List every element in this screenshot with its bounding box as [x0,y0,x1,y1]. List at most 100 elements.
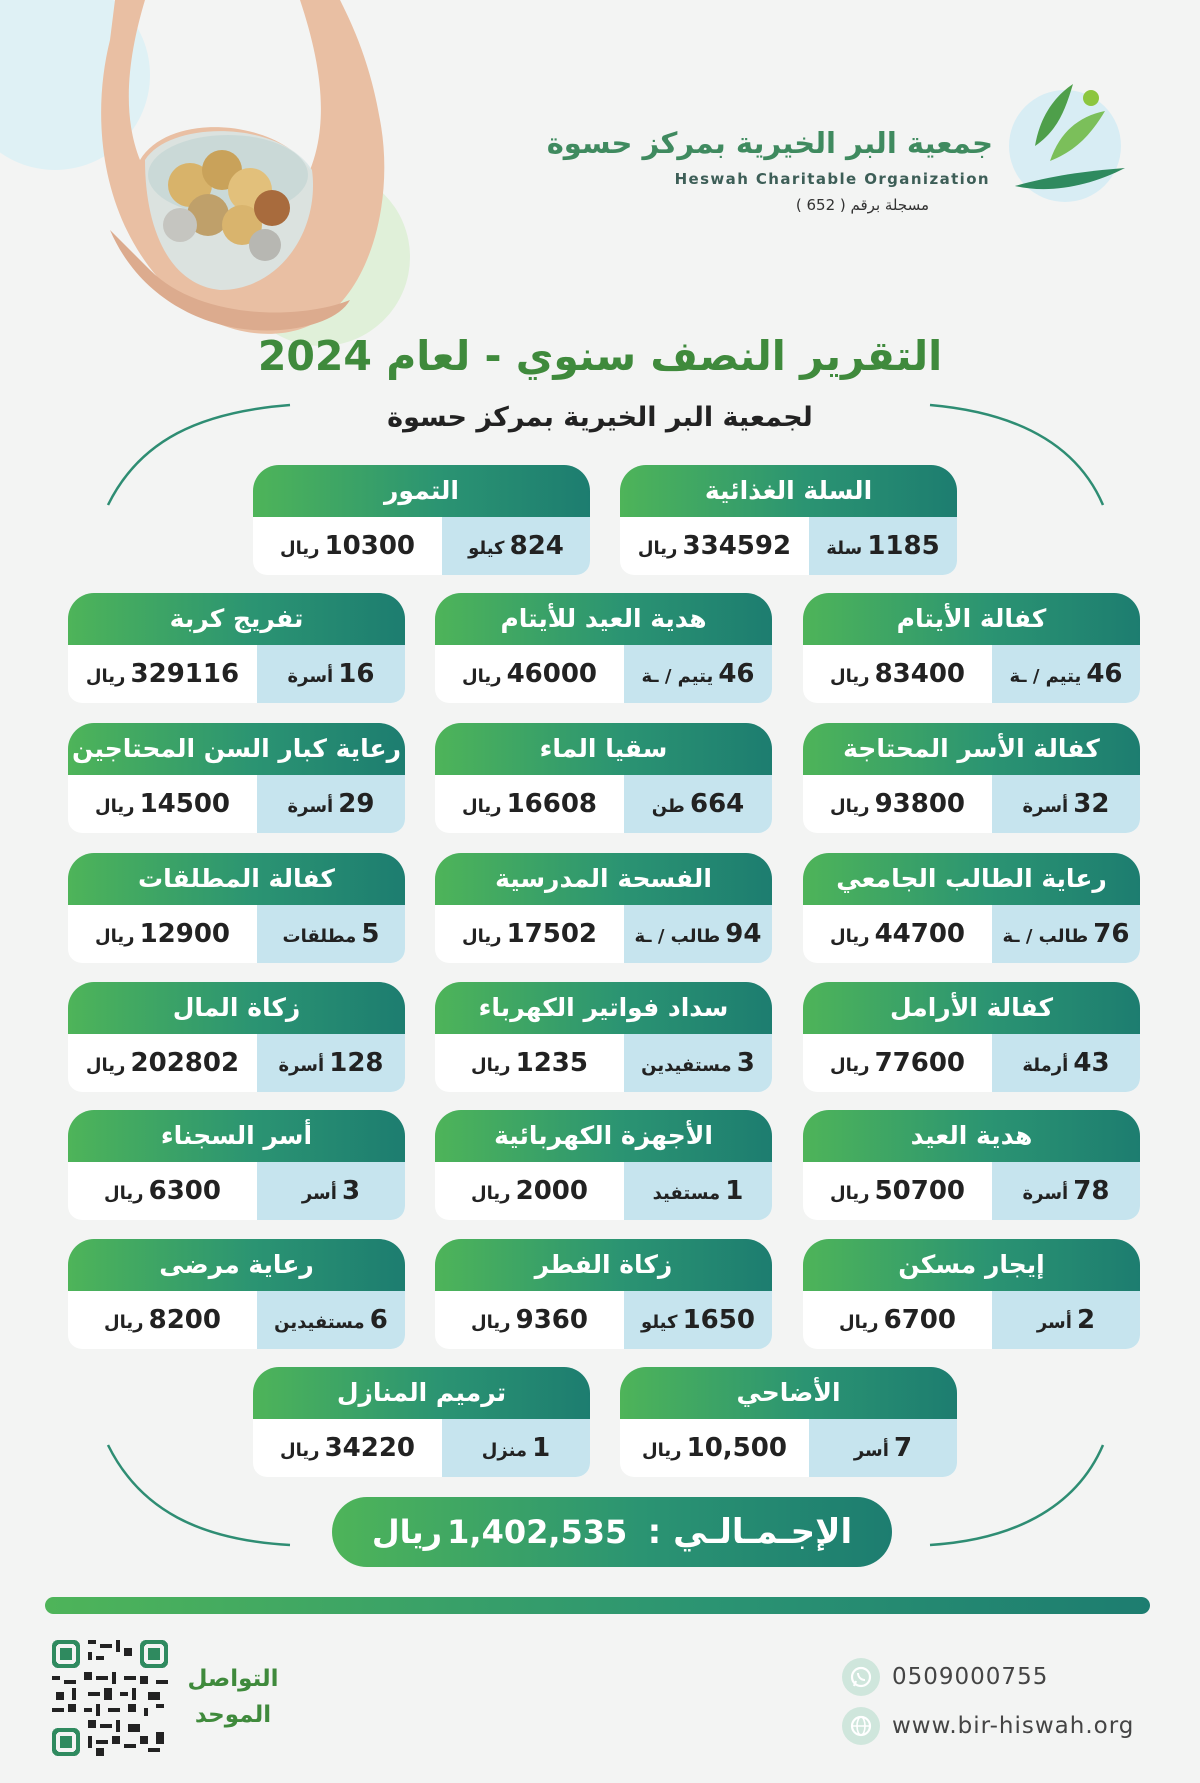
service-count: 1 منزل [442,1419,590,1477]
service-count: 7 أسر [809,1419,957,1477]
report-subtitle: لجمعية البر الخيرية بمركز حسوة [387,402,813,433]
service-values: 32 أسرة 93800 ريال [803,775,1140,833]
service-values: 3 مستفيدين 1235 ريال [435,1034,772,1092]
amount-unit: ريال [642,1440,682,1461]
service-title: رعاية كبار السن المحتاجين [68,723,405,780]
service-title: كفالة الأرامل [803,982,1140,1039]
service-card: زكاة الفطر 1650 كيلو 9360 ريال [435,1239,772,1349]
service-count: 664 طن [624,775,772,833]
amount-value: 2000 [515,1176,588,1206]
amount-value: 1235 [515,1048,588,1078]
service-values: 1 مستفيد 2000 ريال [435,1162,772,1220]
service-values: 7 أسر 10,500 ريال [620,1419,957,1477]
globe-icon [842,1707,880,1745]
phone-contact[interactable]: 0509000755 [842,1657,1048,1697]
amount-value: 12900 [139,919,231,949]
service-count: 5 مطلقات [257,905,405,963]
amount-value: 16608 [506,789,598,819]
service-amount: 10,500 ريال [620,1419,809,1477]
service-values: 78 أسرة 50700 ريال [803,1162,1140,1220]
count-value: 46 [718,659,755,689]
service-title: زكاة الفطر [435,1239,772,1296]
service-values: 3 أسر 6300 ريال [68,1162,405,1220]
service-values: 46 يتيم / ـة 46000 ريال [435,645,772,703]
amount-unit: ريال [471,1312,511,1333]
service-amount: 50700 ريال [803,1162,992,1220]
service-values: 1650 كيلو 9360 ريال [435,1291,772,1349]
service-amount: 9360 ريال [435,1291,624,1349]
service-count: 128 أسرة [257,1034,405,1092]
organization-name-arabic: جمعية البر الخيرية بمركز حسوة [546,126,993,160]
service-title: أسر السجناء [68,1110,405,1167]
qr-code[interactable] [52,1640,168,1756]
amount-value: 50700 [874,1176,966,1206]
count-unit: أسرة [287,796,334,817]
service-card: رعاية مرضى 6 مستفيدين 8200 ريال [68,1239,405,1349]
amount-value: 10300 [324,531,416,561]
service-amount: 93800 ريال [803,775,992,833]
amount-unit: ريال [829,796,870,817]
service-amount: 16608 ريال [435,775,624,833]
service-values: 16 أسرة 329116 ريال [68,645,405,703]
service-amount: 10300 ريال [253,517,442,575]
amount-value: 46000 [506,659,598,689]
service-title: سداد فواتير الكهرباء [435,982,772,1039]
count-unit: مستفيد [652,1183,721,1204]
count-value: 5 [361,919,380,949]
count-unit: مستفيدين [274,1312,365,1333]
amount-unit: ريال [85,1055,126,1076]
count-value: 16 [338,659,375,689]
count-value: 664 [689,789,745,819]
coin-jar-illustration [101,0,385,334]
count-unit: سلة [826,538,863,559]
service-card: الأضاحي 7 أسر 10,500 ريال [620,1367,957,1477]
amount-value: 329116 [130,659,240,689]
count-value: 6 [369,1305,388,1335]
service-title: كفالة الأسر المحتاجة [803,723,1140,780]
service-count: 6 مستفيدين [257,1291,405,1349]
service-amount: 1235 ريال [435,1034,624,1092]
amount-unit: ريال [471,1183,511,1204]
count-unit: أرملة [1022,1055,1069,1076]
count-value: 3 [736,1048,755,1078]
amount-value: 6300 [148,1176,221,1206]
count-unit: طالب / ـة [634,926,721,947]
service-count: 43 أرملة [992,1034,1140,1092]
website-link[interactable]: www.bir-hiswah.org [892,1713,1135,1739]
service-count: 2 أسر [992,1291,1140,1349]
count-unit: طن [651,796,685,817]
amount-value: 334592 [682,531,792,561]
contact-label-line2: الموحد [194,1702,272,1728]
total-label: الإجـمـالـي : [647,1512,853,1552]
organization-name-english: Heswah Charitable Organization [674,170,990,188]
total-value: 1,402,535 [447,1513,628,1551]
amount-value: 10,500 [686,1433,787,1463]
service-title: إيجار مسكن [803,1239,1140,1296]
amount-unit: ريال [829,1055,870,1076]
service-title: هدية العيد [803,1110,1140,1167]
service-values: 5 مطلقات 12900 ريال [68,905,405,963]
service-count: 3 أسر [257,1162,405,1220]
amount-value: 77600 [874,1048,966,1078]
service-card: إيجار مسكن 2 أسر 6700 ريال [803,1239,1140,1349]
service-card: هدية العيد 78 أسرة 50700 ريال [803,1110,1140,1220]
service-count: 16 أسرة [257,645,405,703]
website-contact[interactable]: www.bir-hiswah.org [842,1706,1134,1746]
footer-divider-bar [45,1597,1150,1614]
amount-unit: ريال [829,926,870,947]
leaf-logo-icon [1009,84,1125,202]
registration-number: مسجلة برقم ( 652 ) [795,196,929,214]
service-count: 46 يتيم / ـة [992,645,1140,703]
total-banner: الإجـمـالـي : 1,402,535 ريال [332,1497,892,1567]
organization-logo: جمعية البر الخيرية بمركز حسوة Heswah Cha… [547,76,1145,226]
amount-value: 8200 [148,1305,221,1335]
service-title: رعاية مرضى [68,1239,405,1296]
service-values: 1 منزل 34220 ريال [253,1419,590,1477]
service-values: 128 أسرة 202802 ريال [68,1034,405,1092]
service-title: ترميم المنازل [253,1367,590,1424]
phone-number[interactable]: 0509000755 [892,1664,1049,1690]
amount-unit: ريال [461,666,502,687]
amount-unit: ريال [279,538,320,559]
service-amount: 83400 ريال [803,645,992,703]
amount-unit: ريال [104,1312,144,1333]
